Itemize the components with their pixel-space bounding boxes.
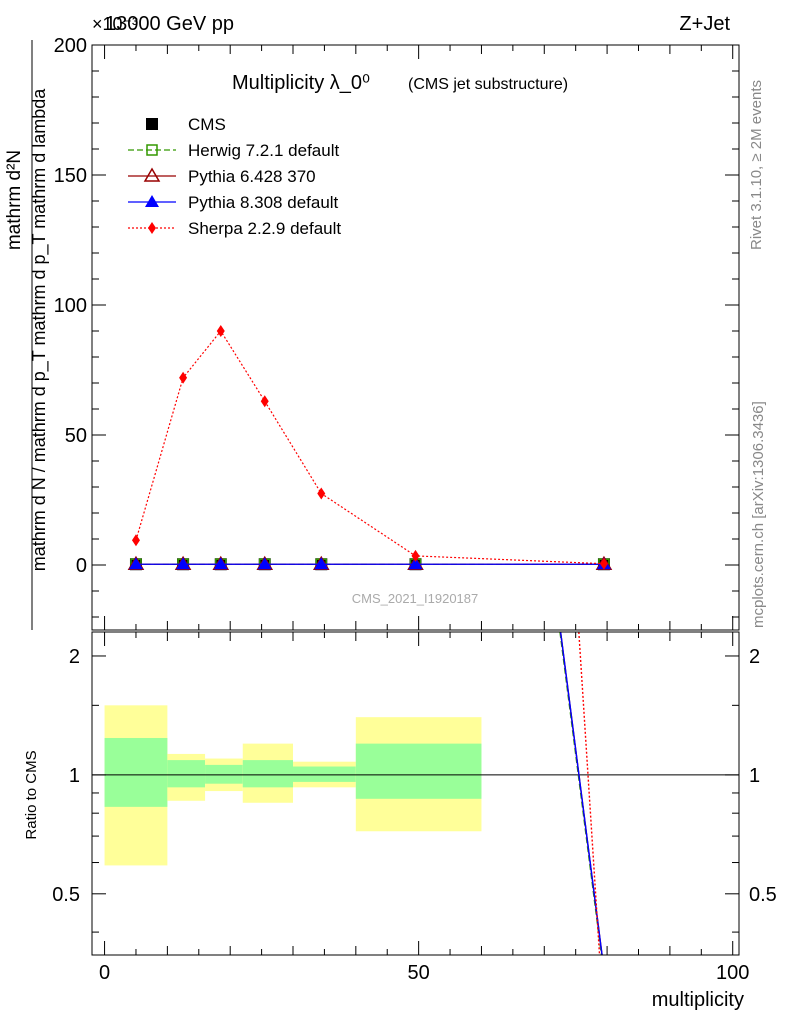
main-y-label: mathrm d²N mathrm d N / mathrm d p_T mat… bbox=[4, 40, 50, 630]
x-tick-label: 50 bbox=[408, 962, 430, 984]
marker-diamond bbox=[216, 325, 225, 337]
legend-entry: Sherpa 2.2.9 default bbox=[128, 219, 341, 238]
chart-title: Multiplicity λ_0⁰ bbox=[232, 72, 370, 94]
series-2 bbox=[127, 555, 613, 570]
legend-label: Sherpa 2.2.9 default bbox=[188, 219, 341, 238]
main-y-tick-label: 200 bbox=[54, 35, 87, 57]
ratio-y-tick-label: 2 bbox=[69, 646, 80, 668]
mcplots-label: mcplots.cern.ch [arXiv:1306.3436] bbox=[750, 401, 767, 628]
legend-entry: CMS bbox=[146, 115, 226, 134]
ratio-panel: 0.5 0.5 1 1 2 2 0 50 100 Ratio to CMS multiplic… bbox=[23, 631, 777, 1011]
x-axis-label: multiplicity bbox=[652, 989, 744, 1011]
marker-square bbox=[146, 118, 158, 130]
marker-triangle bbox=[257, 557, 272, 570]
legend-entry: Pythia 8.308 default bbox=[128, 193, 339, 212]
series-line bbox=[135, 329, 604, 565]
marker-diamond bbox=[179, 371, 188, 384]
process-label: Z+Jet bbox=[679, 13, 730, 35]
series-4 bbox=[131, 325, 608, 570]
ratio-y-tick-label-right: 0.5 bbox=[749, 884, 777, 906]
ratio-y-axis: 0.5 0.5 1 1 2 2 bbox=[52, 646, 777, 933]
marker-diamond bbox=[148, 222, 156, 234]
ratio-y-tick-label-right: 2 bbox=[749, 646, 760, 668]
marker-diamond bbox=[317, 487, 326, 500]
x-tick-label: 0 bbox=[99, 962, 110, 984]
series-3 bbox=[128, 557, 611, 570]
main-y-axis: 0 50 100 150 200 bbox=[54, 35, 739, 618]
main-y-tick-label: 150 bbox=[54, 165, 87, 187]
marker-diamond bbox=[260, 395, 269, 408]
main-panel: Multiplicity λ_0⁰ (CMS jet substructure)… bbox=[54, 35, 740, 631]
main-x-axis bbox=[104, 45, 734, 630]
energy-label: 13000 GeV pp bbox=[105, 13, 234, 35]
ratio-line bbox=[559, 631, 603, 956]
marker-diamond bbox=[411, 549, 420, 562]
marker-triangle bbox=[128, 557, 143, 570]
marker-triangle bbox=[408, 557, 423, 570]
main-y-label-numerator: mathrm d²N bbox=[4, 150, 25, 250]
ratio-line bbox=[578, 631, 601, 956]
ratio-band-inner bbox=[242, 760, 294, 788]
analysis-tag: CMS_2021_I1920187 bbox=[352, 591, 479, 606]
chart-subtitle: (CMS jet substructure) bbox=[408, 76, 568, 93]
legend-label: Pythia 6.428 370 bbox=[188, 167, 316, 186]
ratio-band-inner bbox=[205, 764, 243, 784]
marker-triangle bbox=[176, 557, 191, 570]
y-scale-label: ×10⁻³ bbox=[92, 14, 138, 34]
ratio-bands bbox=[104, 705, 482, 866]
ratio-y-tick-label: 0.5 bbox=[52, 884, 80, 906]
main-frame bbox=[91, 44, 740, 631]
main-y-tick-label: 50 bbox=[65, 425, 87, 447]
marker-triangle bbox=[314, 557, 329, 570]
main-y-label-denominator: mathrm d N / mathrm d p_T mathrm d p_T m… bbox=[29, 88, 50, 571]
marker-triangle bbox=[145, 195, 159, 207]
ratio-x-axis: 0 50 100 bbox=[99, 632, 749, 984]
ratio-band-inner bbox=[355, 743, 482, 799]
ratio-y-tick-label-right: 1 bbox=[749, 765, 760, 787]
legend-entry: Pythia 6.428 370 bbox=[128, 167, 316, 186]
ratio-band-inner bbox=[167, 760, 206, 788]
ratio-band-inner bbox=[104, 737, 168, 807]
ratio-y-tick-label: 1 bbox=[69, 765, 80, 787]
marker-open-triangle bbox=[143, 167, 161, 182]
legend-label: Herwig 7.2.1 default bbox=[188, 141, 339, 160]
marker-open-square bbox=[146, 144, 158, 156]
rivet-label: Rivet 3.1.10, ≥ 2M events bbox=[748, 80, 765, 250]
marker-diamond bbox=[599, 557, 608, 570]
main-y-tick-label: 100 bbox=[54, 295, 87, 317]
x-tick-label: 100 bbox=[716, 962, 749, 984]
ratio-band-inner bbox=[293, 766, 356, 782]
ratio-y-label: Ratio to CMS bbox=[23, 750, 40, 839]
legend-label: Pythia 8.308 default bbox=[188, 193, 339, 212]
main-series-group bbox=[127, 325, 613, 571]
main-y-tick-label: 0 bbox=[76, 555, 87, 577]
marker-diamond bbox=[131, 534, 140, 547]
ratio-frame bbox=[91, 631, 740, 956]
legend-entry: Herwig 7.2.1 default bbox=[128, 141, 339, 160]
marker-triangle bbox=[213, 557, 228, 570]
legend-label: CMS bbox=[188, 115, 226, 134]
ratio-lines bbox=[559, 631, 603, 956]
legend: CMS Herwig 7.2.1 default Pythia 6.428 370 P… bbox=[128, 115, 341, 238]
